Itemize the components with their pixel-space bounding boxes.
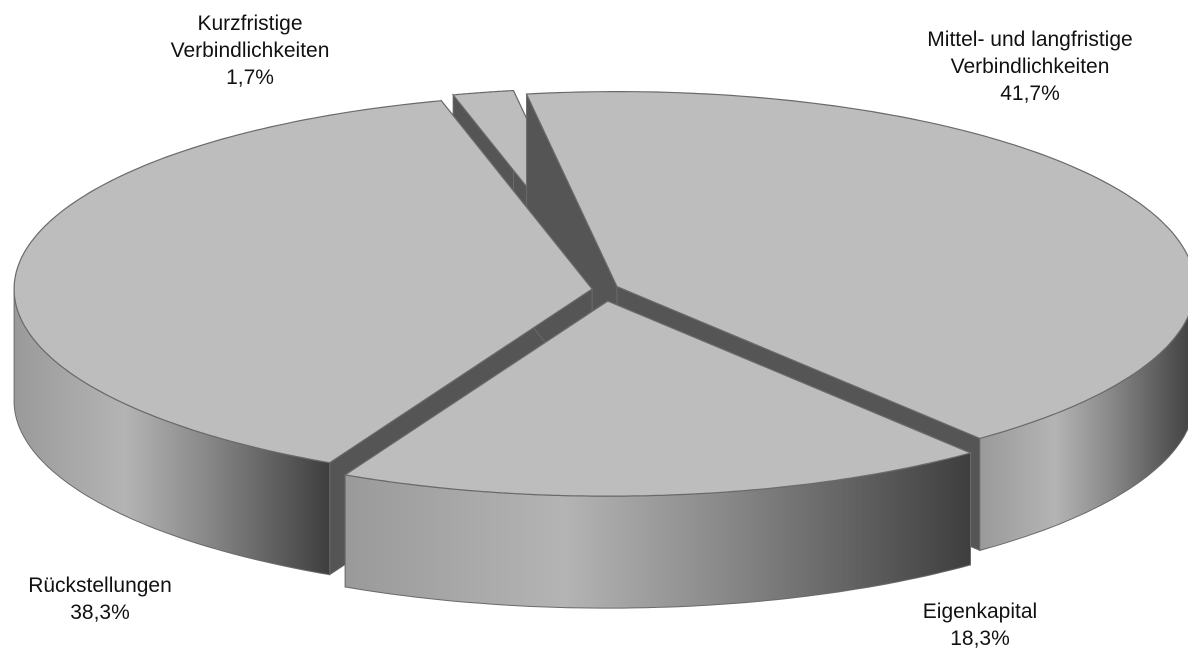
slice-eigenkapital [343,300,973,609]
label-mittel-langfristige: Mittel- und langfristige Verbindlichkeit… [880,26,1180,107]
label-eigenkapital-name: Eigenkapital [922,600,1038,623]
label-mittel-langfristige-line1: Mittel- und langfristige [927,28,1133,51]
label-kurzfristige-line2: Verbindlichkeiten [170,39,330,62]
label-kurzfristige-value: 1,7% [226,66,274,89]
label-kurzfristige-line1: Kurzfristige [197,12,303,35]
slice-rueckstellungen-top [13,100,593,464]
slice-eigenkapital-top [343,300,973,497]
slice-mittel-langfristige-top [525,91,1188,440]
label-eigenkapital: Eigenkapital 18,3% [880,598,1080,652]
label-mittel-langfristige-line2: Verbindlichkeiten [950,55,1110,78]
label-mittel-langfristige-value: 41,7% [1000,82,1060,105]
label-eigenkapital-value: 18,3% [950,627,1010,650]
label-rueckstellungen-name: Rückstellungen [28,574,172,597]
label-rueckstellungen-value: 38,3% [70,601,130,624]
label-kurzfristige: Kurzfristige Verbindlichkeiten 1,7% [130,10,370,91]
label-rueckstellungen: Rückstellungen 38,3% [0,572,200,626]
